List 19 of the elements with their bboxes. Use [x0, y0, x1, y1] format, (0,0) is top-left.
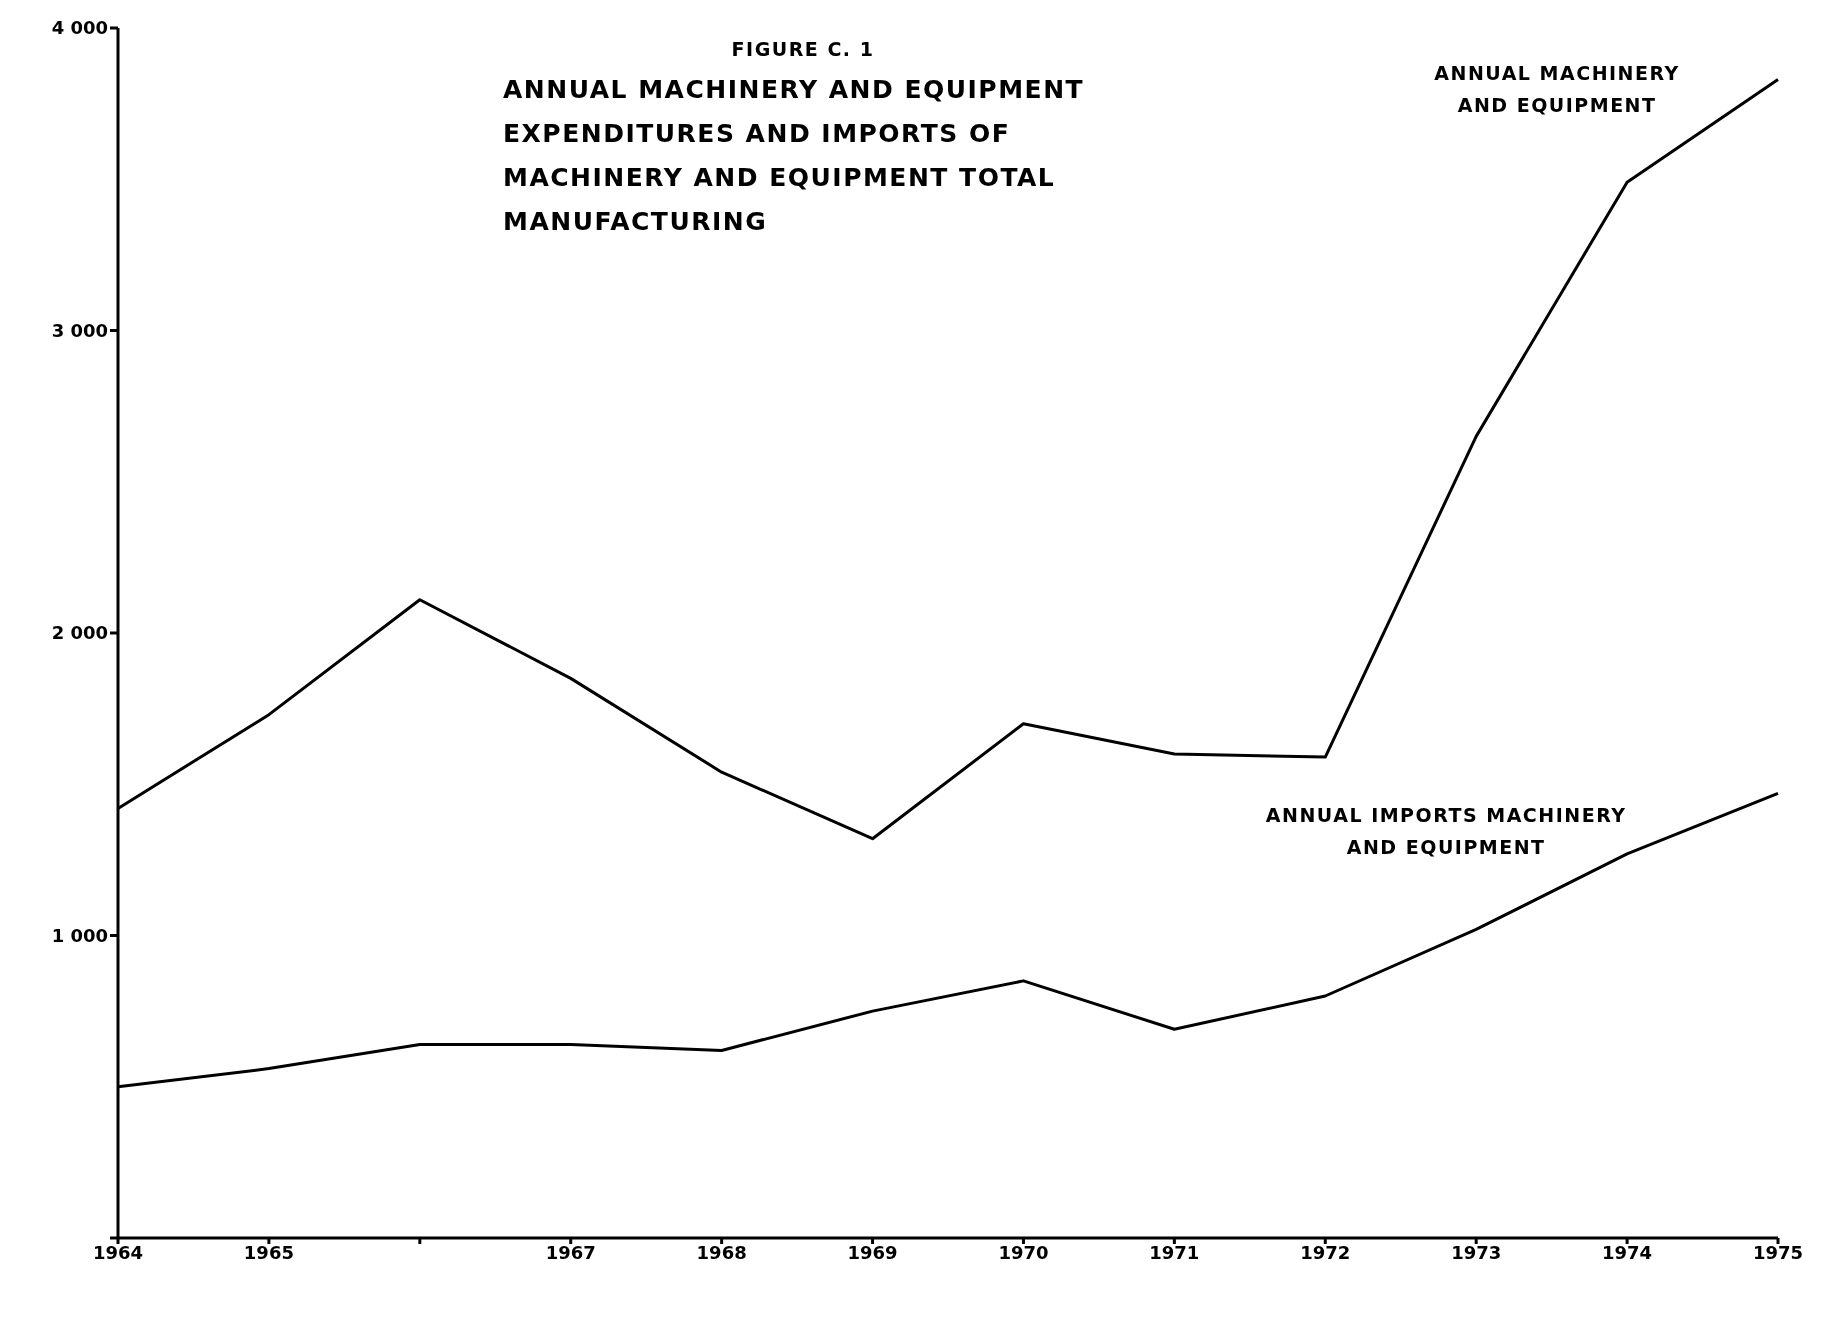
y-tick-label: 2 000: [51, 622, 108, 644]
x-tick-label: 1971: [1149, 1241, 1200, 1263]
text: FIGURE C. 1: [730, 38, 876, 60]
x-tick-label: 1965: [243, 1241, 294, 1263]
series-label: ANNUAL IMPORTS MACHINERY AND EQUIPMENT: [1264, 803, 1628, 861]
x-tick-label: 1969: [847, 1241, 898, 1263]
y-tick-label: 4 000: [51, 17, 108, 39]
y-tick-label: 3 000: [51, 319, 108, 341]
x-tick-label: 1968: [696, 1241, 747, 1263]
x-tick-label: 1964: [92, 1241, 144, 1263]
x-tick-label: 1973: [1451, 1241, 1502, 1263]
x-tick-label: 1974: [1602, 1241, 1653, 1263]
x-tick-label: 1967: [545, 1241, 596, 1263]
series-label: ANNUAL MACHINERY AND EQUIPMENT: [1433, 61, 1681, 119]
x-tick-label: 1975: [1752, 1241, 1804, 1263]
x-tick-label: 1970: [998, 1241, 1049, 1263]
x-tick-label: 1972: [1300, 1241, 1351, 1263]
y-tick-label: 1 000: [51, 924, 108, 946]
text: ANNUAL MACHINERY AND EQUIPMENT EXPENDITURES AND IMPORTS OF MACHINERY AND EQUIPMENT TOTAL MANUFACTURING: [503, 74, 1086, 238]
